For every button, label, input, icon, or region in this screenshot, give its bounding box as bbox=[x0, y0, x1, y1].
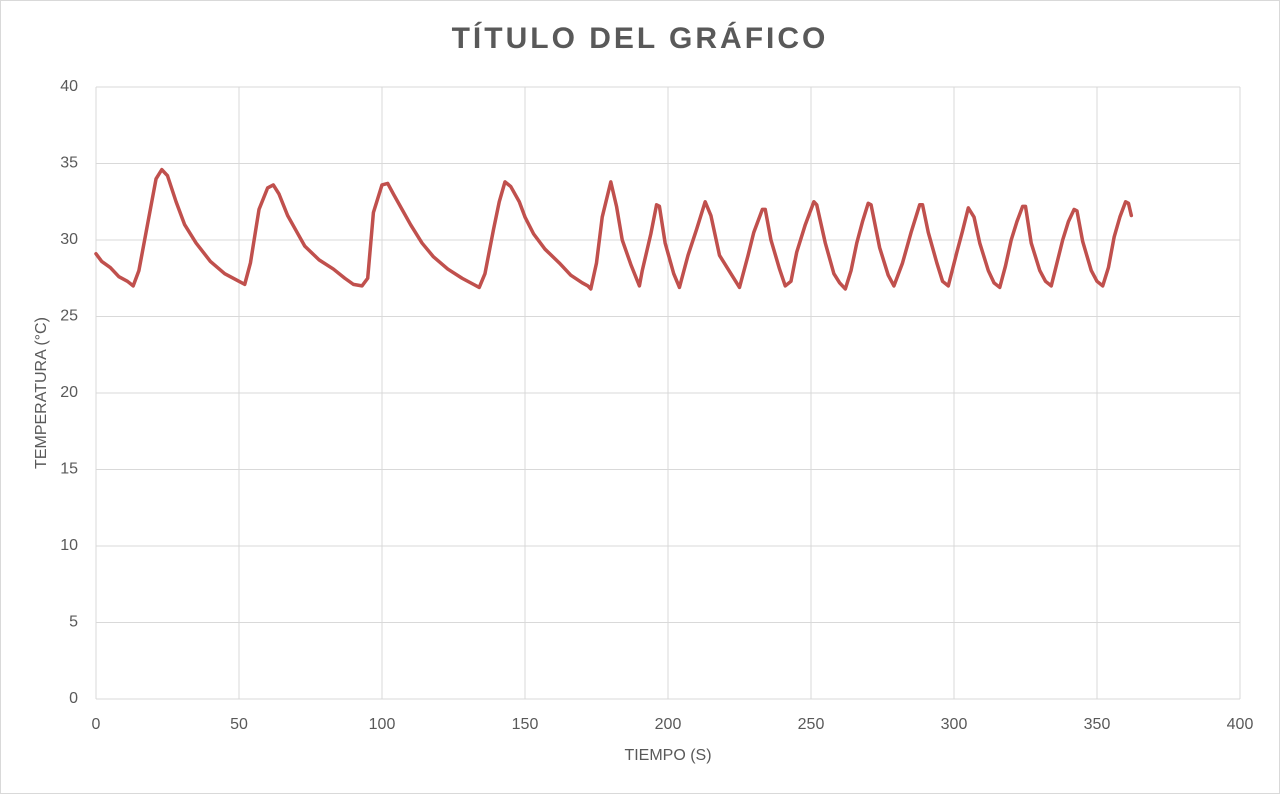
y-tick-label: 35 bbox=[60, 155, 78, 172]
x-tick-label: 200 bbox=[655, 716, 682, 733]
y-tick-label: 0 bbox=[69, 690, 78, 707]
x-tick-label: 100 bbox=[369, 716, 396, 733]
x-tick-label: 400 bbox=[1227, 716, 1254, 733]
x-tick-label: 150 bbox=[512, 716, 539, 733]
chart-title: TÍTULO DEL GRÁFICO bbox=[452, 21, 829, 55]
y-tick-label: 40 bbox=[60, 78, 78, 95]
y-tick-label: 30 bbox=[60, 231, 78, 248]
x-axis-label: TIEMPO (S) bbox=[624, 747, 711, 764]
y-tick-label: 10 bbox=[60, 537, 78, 554]
y-axis-label: TEMPERATURA (°C) bbox=[33, 317, 50, 469]
x-tick-label: 0 bbox=[92, 716, 101, 733]
y-tick-label: 25 bbox=[60, 308, 78, 325]
y-tick-label: 15 bbox=[60, 461, 78, 478]
x-tick-label: 250 bbox=[798, 716, 825, 733]
data-line bbox=[94, 167, 1134, 291]
y-tick-label: 5 bbox=[69, 614, 78, 631]
x-tick-label: 50 bbox=[230, 716, 248, 733]
y-tick-label: 20 bbox=[60, 384, 78, 401]
x-tick-label: 300 bbox=[941, 716, 968, 733]
x-tick-label: 350 bbox=[1084, 716, 1111, 733]
